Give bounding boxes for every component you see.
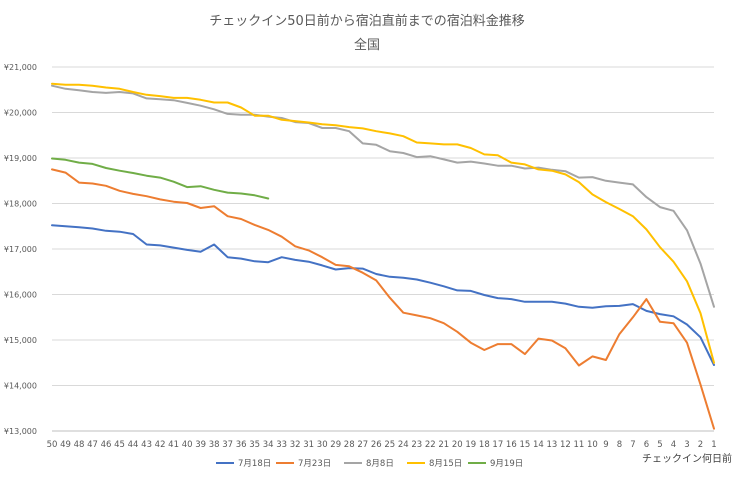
x-tick-label: 39 xyxy=(195,440,206,450)
x-tick-label: 24 xyxy=(398,440,409,450)
x-axis-label: チェックイン何日前 xyxy=(642,452,732,465)
legend-label: 7月18日 xyxy=(238,459,271,469)
y-tick-label: ¥19,000 xyxy=(4,154,37,163)
x-axis: 50 49 48 47 46 45 44 43 42 41 40 39 38 37 36 35 34 33 32 31… xyxy=(47,430,717,450)
x-tick-label: 34 xyxy=(263,440,274,450)
x-tick-label: 12 xyxy=(560,440,571,450)
x-tick-label: 14 xyxy=(533,440,544,450)
y-tick-label: ¥21,000 xyxy=(4,63,37,72)
y-tick-label: ¥17,000 xyxy=(4,245,37,254)
x-tick-label: 16 xyxy=(506,440,517,450)
y-tick-label: ¥18,000 xyxy=(4,200,37,209)
series-line-1 xyxy=(51,224,715,366)
legend-label: 8月8日 xyxy=(366,459,394,469)
legend-label: 8月15日 xyxy=(429,459,462,469)
x-tick-label: 3 xyxy=(684,440,689,450)
x-tick-label: 50 xyxy=(47,440,58,450)
gridlines xyxy=(52,66,714,432)
y-tick-label: ¥15,000 xyxy=(4,336,37,345)
series-line-4 xyxy=(51,82,715,364)
x-tick-label: 32 xyxy=(290,440,301,450)
x-tick-label: 42 xyxy=(155,440,166,450)
chart-title: チェックイン50日前から宿泊直前までの宿泊料金推移 xyxy=(209,14,525,29)
x-tick-label: 11 xyxy=(573,440,584,450)
x-tick-label: 31 xyxy=(303,440,314,450)
series-lines xyxy=(51,82,715,430)
legend-label: 9月19日 xyxy=(490,459,523,469)
x-tick-label: 33 xyxy=(276,440,287,450)
y-axis: ¥13,000 ¥14,000 ¥15,000 ¥16,000 ¥17,000 ¥18,0… xyxy=(4,63,37,436)
x-tick-label: 15 xyxy=(519,440,530,450)
x-tick-label: 40 xyxy=(182,440,193,450)
x-tick-label: 41 xyxy=(168,440,179,450)
y-tick-label: ¥13,000 xyxy=(4,427,37,436)
x-tick-label: 47 xyxy=(87,440,98,450)
x-tick-label: 20 xyxy=(452,440,463,450)
x-tick-label: 27 xyxy=(357,440,368,450)
x-tick-label: 43 xyxy=(141,440,152,450)
series-line-5 xyxy=(51,157,270,200)
x-tick-label: 13 xyxy=(546,440,557,450)
x-tick-label: 35 xyxy=(249,440,260,450)
x-tick-label: 18 xyxy=(479,440,490,450)
x-tick-label: 44 xyxy=(128,440,139,450)
x-tick-label: 4 xyxy=(671,440,676,450)
legend-label: 7月23日 xyxy=(298,459,331,469)
x-tick-label: 49 xyxy=(60,440,71,450)
x-tick-label: 6 xyxy=(644,440,649,450)
x-tick-label: 17 xyxy=(492,440,503,450)
x-tick-label: 30 xyxy=(317,440,328,450)
y-tick-label: ¥20,000 xyxy=(4,109,37,118)
x-tick-label: 45 xyxy=(114,440,125,450)
x-tick-label: 29 xyxy=(330,440,341,450)
x-tick-label: 19 xyxy=(465,440,476,450)
legend: 7月18日 7月23日 8月8日 8月15日 9月19日 xyxy=(216,459,523,469)
x-tick-label: 5 xyxy=(657,440,662,450)
x-tick-label: 21 xyxy=(438,440,449,450)
x-tick-label: 23 xyxy=(411,440,422,450)
x-tick-label: 7 xyxy=(630,440,635,450)
x-tick-label: 46 xyxy=(101,440,112,450)
x-tick-label: 48 xyxy=(74,440,85,450)
x-tick-label: 2 xyxy=(698,440,703,450)
chart-subtitle: 全国 xyxy=(353,38,380,53)
x-tick-label: 10 xyxy=(587,440,598,450)
series-line-3 xyxy=(51,84,715,308)
x-tick-label: 8 xyxy=(617,440,622,450)
x-tick-label: 26 xyxy=(371,440,382,450)
x-tick-label: 28 xyxy=(344,440,355,450)
y-tick-label: ¥14,000 xyxy=(4,382,37,391)
x-tick-label: 22 xyxy=(425,440,436,450)
x-tick-label: 37 xyxy=(222,440,233,450)
x-tick-label: 36 xyxy=(236,440,247,450)
x-tick-label: 9 xyxy=(603,440,608,450)
x-tick-label: 38 xyxy=(209,440,220,450)
x-tick-label: 1 xyxy=(711,440,716,450)
x-tick-label: 25 xyxy=(384,440,395,450)
y-tick-label: ¥16,000 xyxy=(4,291,37,300)
series-line-2 xyxy=(51,168,715,430)
